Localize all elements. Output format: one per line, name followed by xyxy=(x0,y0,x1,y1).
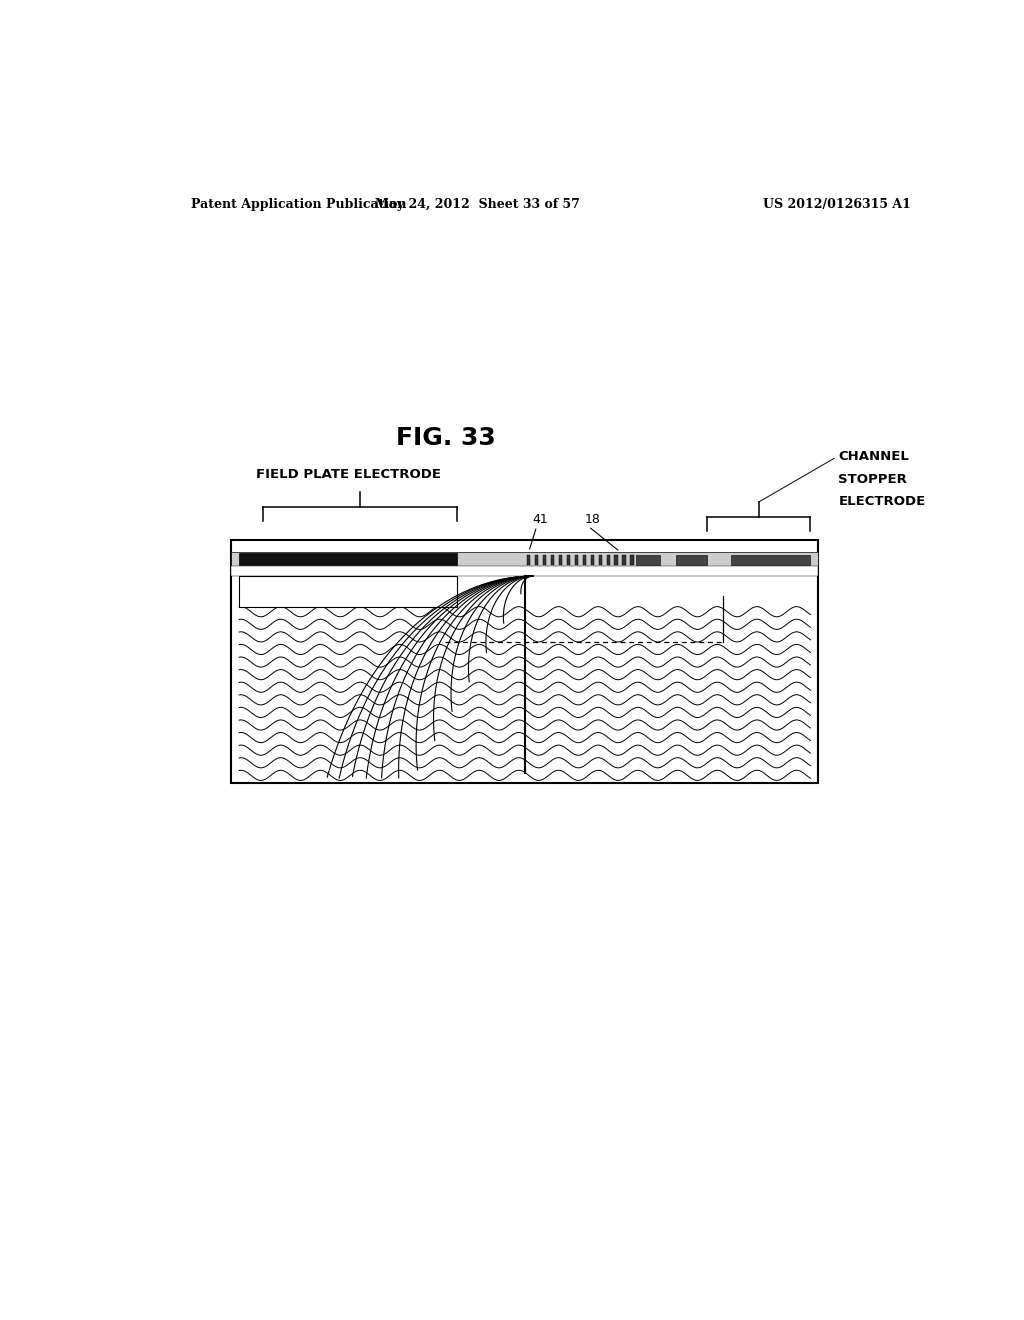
Bar xyxy=(240,576,458,607)
Text: CHANNEL: CHANNEL xyxy=(839,450,909,463)
Bar xyxy=(731,554,811,565)
Text: Patent Application Publication: Patent Application Publication xyxy=(191,198,407,211)
Bar xyxy=(567,556,570,565)
Bar xyxy=(623,556,626,565)
Bar xyxy=(543,556,546,565)
Text: FIELD PLATE ELECTRODE: FIELD PLATE ELECTRODE xyxy=(256,467,440,480)
Bar xyxy=(631,556,634,565)
Bar xyxy=(231,540,818,784)
Text: 41: 41 xyxy=(532,513,549,527)
Text: STOPPER: STOPPER xyxy=(839,473,907,486)
Bar xyxy=(527,556,530,565)
Bar xyxy=(551,556,554,565)
Text: FIG. 33: FIG. 33 xyxy=(395,426,496,450)
Bar xyxy=(591,556,594,565)
Bar xyxy=(599,556,602,565)
Text: ELECTRODE: ELECTRODE xyxy=(839,495,926,508)
Bar xyxy=(574,556,578,565)
Bar xyxy=(636,554,659,565)
Bar xyxy=(240,553,458,565)
Bar xyxy=(231,566,818,576)
Text: US 2012/0126315 A1: US 2012/0126315 A1 xyxy=(763,198,910,211)
Text: May 24, 2012  Sheet 33 of 57: May 24, 2012 Sheet 33 of 57 xyxy=(375,198,580,211)
Bar xyxy=(676,554,708,565)
Bar xyxy=(606,556,609,565)
Bar xyxy=(583,556,586,565)
Text: 18: 18 xyxy=(585,513,600,527)
Bar xyxy=(614,556,617,565)
Bar xyxy=(231,552,818,566)
Bar xyxy=(559,556,562,565)
Bar xyxy=(536,556,539,565)
